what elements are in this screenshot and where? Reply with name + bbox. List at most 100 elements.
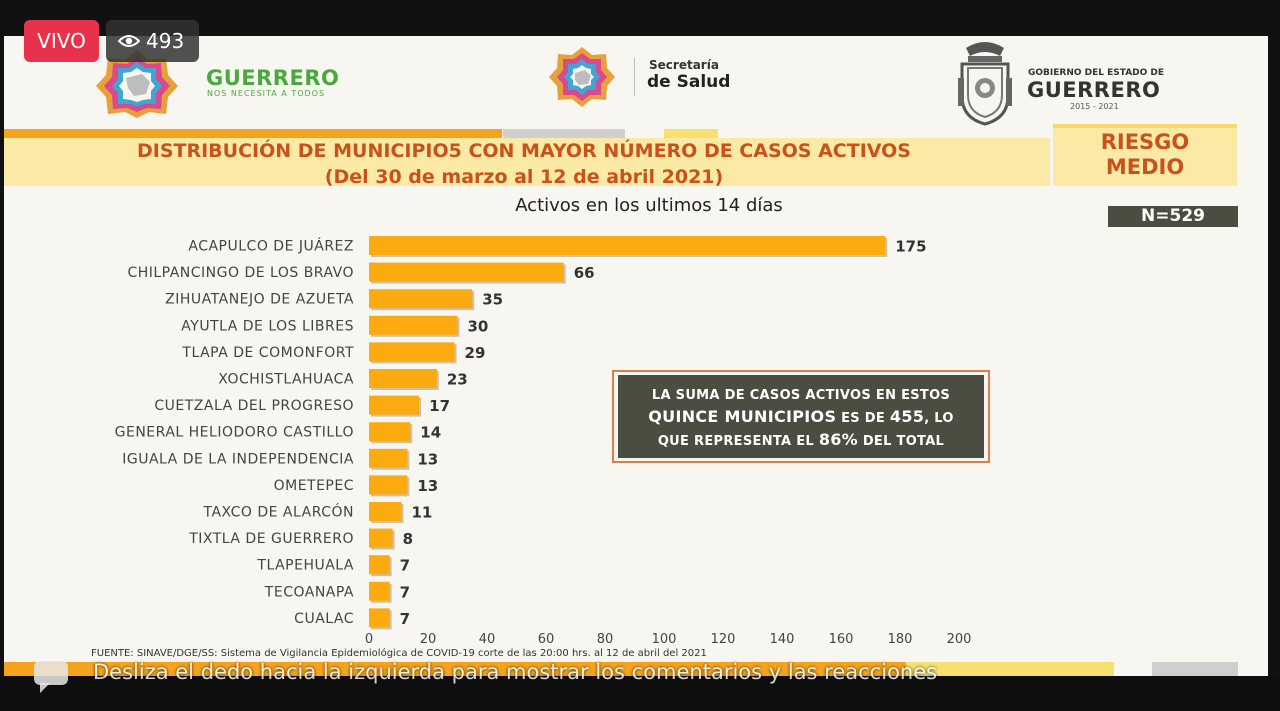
bar-chart: ACAPULCO DE JUÁREZ 175 CHILPANCINGO DE LOS… bbox=[115, 236, 972, 647]
category-label: TLAPA DE COMONFORT bbox=[181, 345, 354, 361]
bottom-bar bbox=[0, 676, 1280, 711]
bar bbox=[369, 528, 393, 548]
bar bbox=[369, 236, 886, 255]
callout-representa: QUE REPRESENTA EL bbox=[657, 434, 819, 449]
category-label: ZIHUATANEJO DE AZUETA bbox=[165, 292, 354, 308]
slide-subtitle: (Del 30 de marzo al 12 de abril 2021) bbox=[324, 166, 724, 188]
brand-name: GUERRERO bbox=[206, 66, 340, 90]
risk-badge bbox=[1053, 124, 1237, 186]
category-label: TAXCO DE ALARCÓN bbox=[202, 503, 354, 521]
callout-del-total: DEL TOTAL bbox=[858, 434, 945, 449]
callout-line-1: LA SUMA DE CASOS ACTIVOS EN ESTOS bbox=[651, 388, 951, 403]
category-label: GENERAL HELIODORO CASTILLO bbox=[115, 425, 354, 441]
value-label: 8 bbox=[403, 530, 413, 548]
bottom-yellow-stripe bbox=[906, 662, 1114, 676]
viewer-count-badge: 493 bbox=[106, 20, 199, 62]
category-label: TLAPEHUALA bbox=[256, 558, 354, 574]
bottom-orange-stripe bbox=[4, 662, 906, 676]
bar bbox=[369, 369, 437, 388]
callout-es-de: ES DE bbox=[836, 411, 890, 426]
callout-line-3: QUE REPRESENTA EL 86% DEL TOTAL bbox=[618, 429, 984, 452]
bar bbox=[369, 342, 455, 362]
category-label: OMETEPEC bbox=[274, 478, 354, 494]
callout-frame bbox=[612, 370, 990, 463]
callout-lo: , LO bbox=[924, 411, 954, 426]
category-label: CUETZALA DEL PROGRESO bbox=[154, 398, 354, 414]
category-label: IGUALA DE LA INDEPENDENCIA bbox=[122, 451, 354, 467]
value-label: 7 bbox=[400, 583, 410, 601]
eye-icon bbox=[118, 35, 140, 47]
x-tick-label: 0 bbox=[365, 632, 373, 647]
category-label: CHILPANCINGO DE LOS BRAVO bbox=[127, 265, 354, 281]
source-note: FUENTE: SINAVE/DGE/SS: Sistema de Vigila… bbox=[91, 648, 707, 659]
x-tick-label: 60 bbox=[538, 632, 555, 647]
bottom-gray-stripe bbox=[1152, 662, 1238, 676]
value-label: 14 bbox=[420, 424, 441, 442]
callout-municipios: QUINCE MUNICIPIOS bbox=[648, 407, 837, 426]
bar bbox=[369, 475, 408, 495]
slide-title: DISTRIBUCIÓN DE MUNICIPIO5 CON MAYOR NÚM… bbox=[137, 140, 911, 162]
bar bbox=[369, 289, 473, 309]
secretaria-label: Secretaría bbox=[649, 58, 719, 72]
value-label: 13 bbox=[417, 450, 438, 468]
bar bbox=[369, 448, 408, 468]
chart-title: Activos en los ultimos 14 días bbox=[515, 195, 783, 216]
bar bbox=[369, 315, 458, 335]
x-tick-label: 80 bbox=[597, 632, 614, 647]
state-seal-icon bbox=[958, 42, 1012, 126]
callout-line-2: QUINCE MUNICIPIOS ES DE 455, LO bbox=[618, 406, 984, 429]
risk-level-text: RIESGO MEDIO bbox=[1053, 130, 1237, 180]
gobierno-label: GOBIERNO DEL ESTADO DE bbox=[1028, 68, 1165, 78]
gray-stripe bbox=[503, 129, 625, 138]
callout-percent: 86% bbox=[818, 430, 859, 449]
value-label: 23 bbox=[447, 371, 468, 389]
category-label: XOCHISTLAHUACA bbox=[218, 372, 354, 388]
value-label: 30 bbox=[468, 317, 489, 335]
value-label: 29 bbox=[465, 344, 486, 362]
x-tick-label: 200 bbox=[947, 632, 972, 647]
bar bbox=[369, 581, 390, 601]
logo-divider bbox=[634, 58, 635, 96]
swipe-hint: Desliza el dedo hacia la izquierda para … bbox=[93, 660, 938, 684]
bar bbox=[369, 262, 564, 282]
bar bbox=[369, 555, 390, 575]
title-band bbox=[4, 138, 1050, 186]
value-label: 66 bbox=[574, 264, 595, 282]
category-label: TIXTLA DE GUERRERO bbox=[188, 531, 354, 547]
value-label: 11 bbox=[411, 504, 432, 522]
category-label: ACAPULCO DE JUÁREZ bbox=[188, 238, 354, 255]
total-cases-badge: N=529 bbox=[1108, 206, 1238, 227]
category-label: TECOANAPA bbox=[264, 584, 354, 600]
x-tick-label: 120 bbox=[711, 632, 736, 647]
secretaria-star-logo bbox=[549, 47, 615, 107]
orange-stripe bbox=[4, 129, 502, 138]
gobierno-years: 2015 - 2021 bbox=[1070, 102, 1119, 111]
brand-slogan: NOS NECESITA A TODOS bbox=[207, 89, 326, 98]
value-label: 7 bbox=[400, 557, 410, 575]
guerrero-star-logo bbox=[96, 50, 178, 118]
x-tick-label: 20 bbox=[420, 632, 437, 647]
live-badge: VIVO bbox=[24, 20, 99, 62]
risk-line-1: RIESGO bbox=[1100, 130, 1190, 154]
x-tick-label: 140 bbox=[770, 632, 795, 647]
value-label: 13 bbox=[417, 477, 438, 495]
value-label: 175 bbox=[895, 238, 926, 256]
bar bbox=[369, 395, 420, 415]
summary-callout: LA SUMA DE CASOS ACTIVOS EN ESTOS QUINCE… bbox=[618, 375, 984, 458]
gobierno-guerrero-label: GUERRERO bbox=[1027, 78, 1161, 102]
callout-sum: 455 bbox=[889, 407, 925, 426]
presentation-slide: GUERRERO NOS NECESITA A TODOS Secretaría… bbox=[4, 36, 1268, 676]
bar bbox=[369, 422, 411, 442]
category-label: AYUTLA DE LOS LIBRES bbox=[181, 318, 354, 334]
x-tick-label: 180 bbox=[888, 632, 913, 647]
value-label: 17 bbox=[429, 397, 450, 415]
value-label: 7 bbox=[400, 610, 410, 628]
category-label: CUALAC bbox=[294, 611, 354, 627]
viewer-count: 493 bbox=[146, 29, 185, 53]
x-tick-label: 100 bbox=[652, 632, 677, 647]
bar bbox=[369, 608, 390, 628]
value-label: 35 bbox=[482, 291, 503, 309]
comment-bubble-icon[interactable] bbox=[32, 659, 72, 695]
risk-line-2: MEDIO bbox=[1105, 155, 1185, 179]
bar bbox=[369, 502, 402, 521]
